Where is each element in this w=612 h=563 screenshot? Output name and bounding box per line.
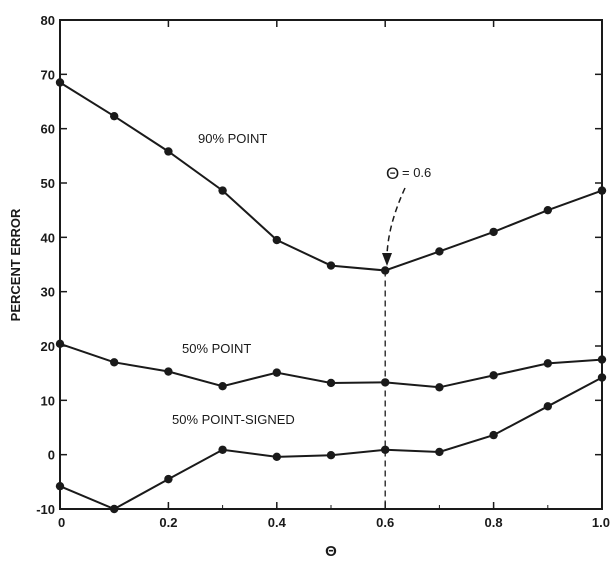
data-point [272,452,281,462]
y-tick-label: 30 [41,285,55,300]
annotation-arrow [386,187,406,256]
series-layer [55,78,607,514]
x-tick-label: 0 [58,515,65,530]
series-label-90-point: 90% POINT [198,131,267,146]
data-point [543,359,552,368]
data-point [435,447,444,457]
data-point [164,367,173,376]
data-point [164,147,173,156]
data-point [218,382,227,391]
x-axis-label: Θ [325,543,337,560]
y-axis-label: PERCENT ERROR [8,208,23,321]
data-point [543,205,552,215]
data-point [381,445,390,454]
x-tick-label: 0.8 [485,515,503,530]
annotation-arrowhead [382,253,392,266]
y-tick-label: 0 [48,448,55,463]
series-label-50-point-signed: 50% POINT-SIGNED [172,412,295,427]
data-point [110,111,119,121]
annotation-symbol: Θ [386,164,399,183]
y-tick-label: 20 [41,339,55,354]
data-point [435,247,444,256]
series-line-0 [59,81,603,272]
data-point [164,474,173,484]
data-point [272,235,281,245]
y-tick-label: 80 [41,13,55,28]
data-point [543,402,552,411]
data-point [326,378,336,388]
data-point [489,227,498,237]
y-tick-label: 70 [41,67,55,82]
y-tick-label: 60 [41,122,55,137]
x-tick-label: 0.4 [268,515,287,530]
data-point [489,430,498,440]
x-tick-label: 0.2 [159,515,177,530]
y-tick-label: 40 [41,230,55,245]
y-tick-label: 10 [41,393,55,408]
series-line-2 [59,376,603,511]
data-point [326,261,336,270]
data-point [489,371,498,380]
plot-frame [59,19,603,510]
data-point [110,358,119,367]
data-point [435,383,444,392]
y-tick-label: 50 [41,176,55,191]
data-point [218,445,227,454]
x-tick-label: 1.0 [592,515,610,530]
data-point [381,266,390,275]
annotation-label: = 0.6 [402,165,431,180]
series-label-50-point: 50% POINT [182,341,251,356]
x-tick-label: 0.6 [376,515,394,530]
data-point [326,451,336,460]
y-tick-label: -10 [36,502,55,517]
data-point [272,368,281,377]
data-point [218,186,227,195]
